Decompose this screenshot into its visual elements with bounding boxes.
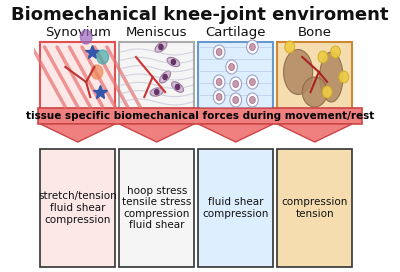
Ellipse shape <box>172 82 184 92</box>
FancyBboxPatch shape <box>40 149 115 267</box>
Circle shape <box>226 60 238 74</box>
Polygon shape <box>119 124 194 142</box>
Text: stretch/tension
fluid shear
compression: stretch/tension fluid shear compression <box>38 191 117 225</box>
Circle shape <box>213 75 225 89</box>
Circle shape <box>216 48 222 55</box>
Circle shape <box>163 75 167 79</box>
Polygon shape <box>40 124 115 142</box>
Circle shape <box>250 97 255 104</box>
Circle shape <box>155 89 159 94</box>
Circle shape <box>171 60 176 64</box>
Ellipse shape <box>160 71 171 83</box>
Text: hoop stress
tensile stress
compression
fluid shear: hoop stress tensile stress compression f… <box>122 186 192 230</box>
Circle shape <box>318 51 328 63</box>
Text: Biomechanical knee-joint enviroment: Biomechanical knee-joint enviroment <box>11 6 389 24</box>
Circle shape <box>233 97 239 104</box>
Ellipse shape <box>284 50 313 94</box>
Circle shape <box>285 41 295 53</box>
Ellipse shape <box>155 42 167 52</box>
Circle shape <box>97 50 108 64</box>
Ellipse shape <box>320 52 343 102</box>
Circle shape <box>230 93 242 107</box>
FancyBboxPatch shape <box>38 108 362 124</box>
FancyBboxPatch shape <box>119 42 194 112</box>
Circle shape <box>339 71 349 83</box>
FancyBboxPatch shape <box>198 149 273 267</box>
FancyBboxPatch shape <box>277 149 352 267</box>
Circle shape <box>159 45 163 50</box>
Polygon shape <box>198 124 273 142</box>
Text: Synovium: Synovium <box>45 26 111 39</box>
Circle shape <box>213 45 225 59</box>
Ellipse shape <box>150 88 163 96</box>
Text: fluid shear
compression: fluid shear compression <box>202 197 269 219</box>
Circle shape <box>216 94 222 100</box>
Circle shape <box>233 81 239 88</box>
Ellipse shape <box>302 77 327 107</box>
FancyBboxPatch shape <box>40 42 115 112</box>
Circle shape <box>330 46 340 58</box>
Circle shape <box>246 75 258 89</box>
FancyBboxPatch shape <box>119 149 194 267</box>
Text: compression
tension: compression tension <box>282 197 348 219</box>
Circle shape <box>176 85 180 89</box>
Circle shape <box>250 44 255 51</box>
Circle shape <box>230 77 242 91</box>
Circle shape <box>229 63 234 70</box>
Circle shape <box>213 90 225 104</box>
Circle shape <box>246 93 258 107</box>
Text: Meniscus: Meniscus <box>126 26 188 39</box>
Circle shape <box>246 40 258 54</box>
Circle shape <box>91 65 103 79</box>
Text: Cartilage: Cartilage <box>206 26 266 39</box>
FancyBboxPatch shape <box>198 42 273 112</box>
Text: Bone: Bone <box>298 26 332 39</box>
Circle shape <box>216 79 222 85</box>
Circle shape <box>80 30 92 44</box>
Text: tissue specific biomechanical forces during movement/rest: tissue specific biomechanical forces dur… <box>26 111 374 121</box>
Polygon shape <box>277 124 352 142</box>
Circle shape <box>322 86 332 98</box>
Ellipse shape <box>167 57 180 67</box>
Circle shape <box>250 79 255 85</box>
FancyBboxPatch shape <box>277 42 352 112</box>
